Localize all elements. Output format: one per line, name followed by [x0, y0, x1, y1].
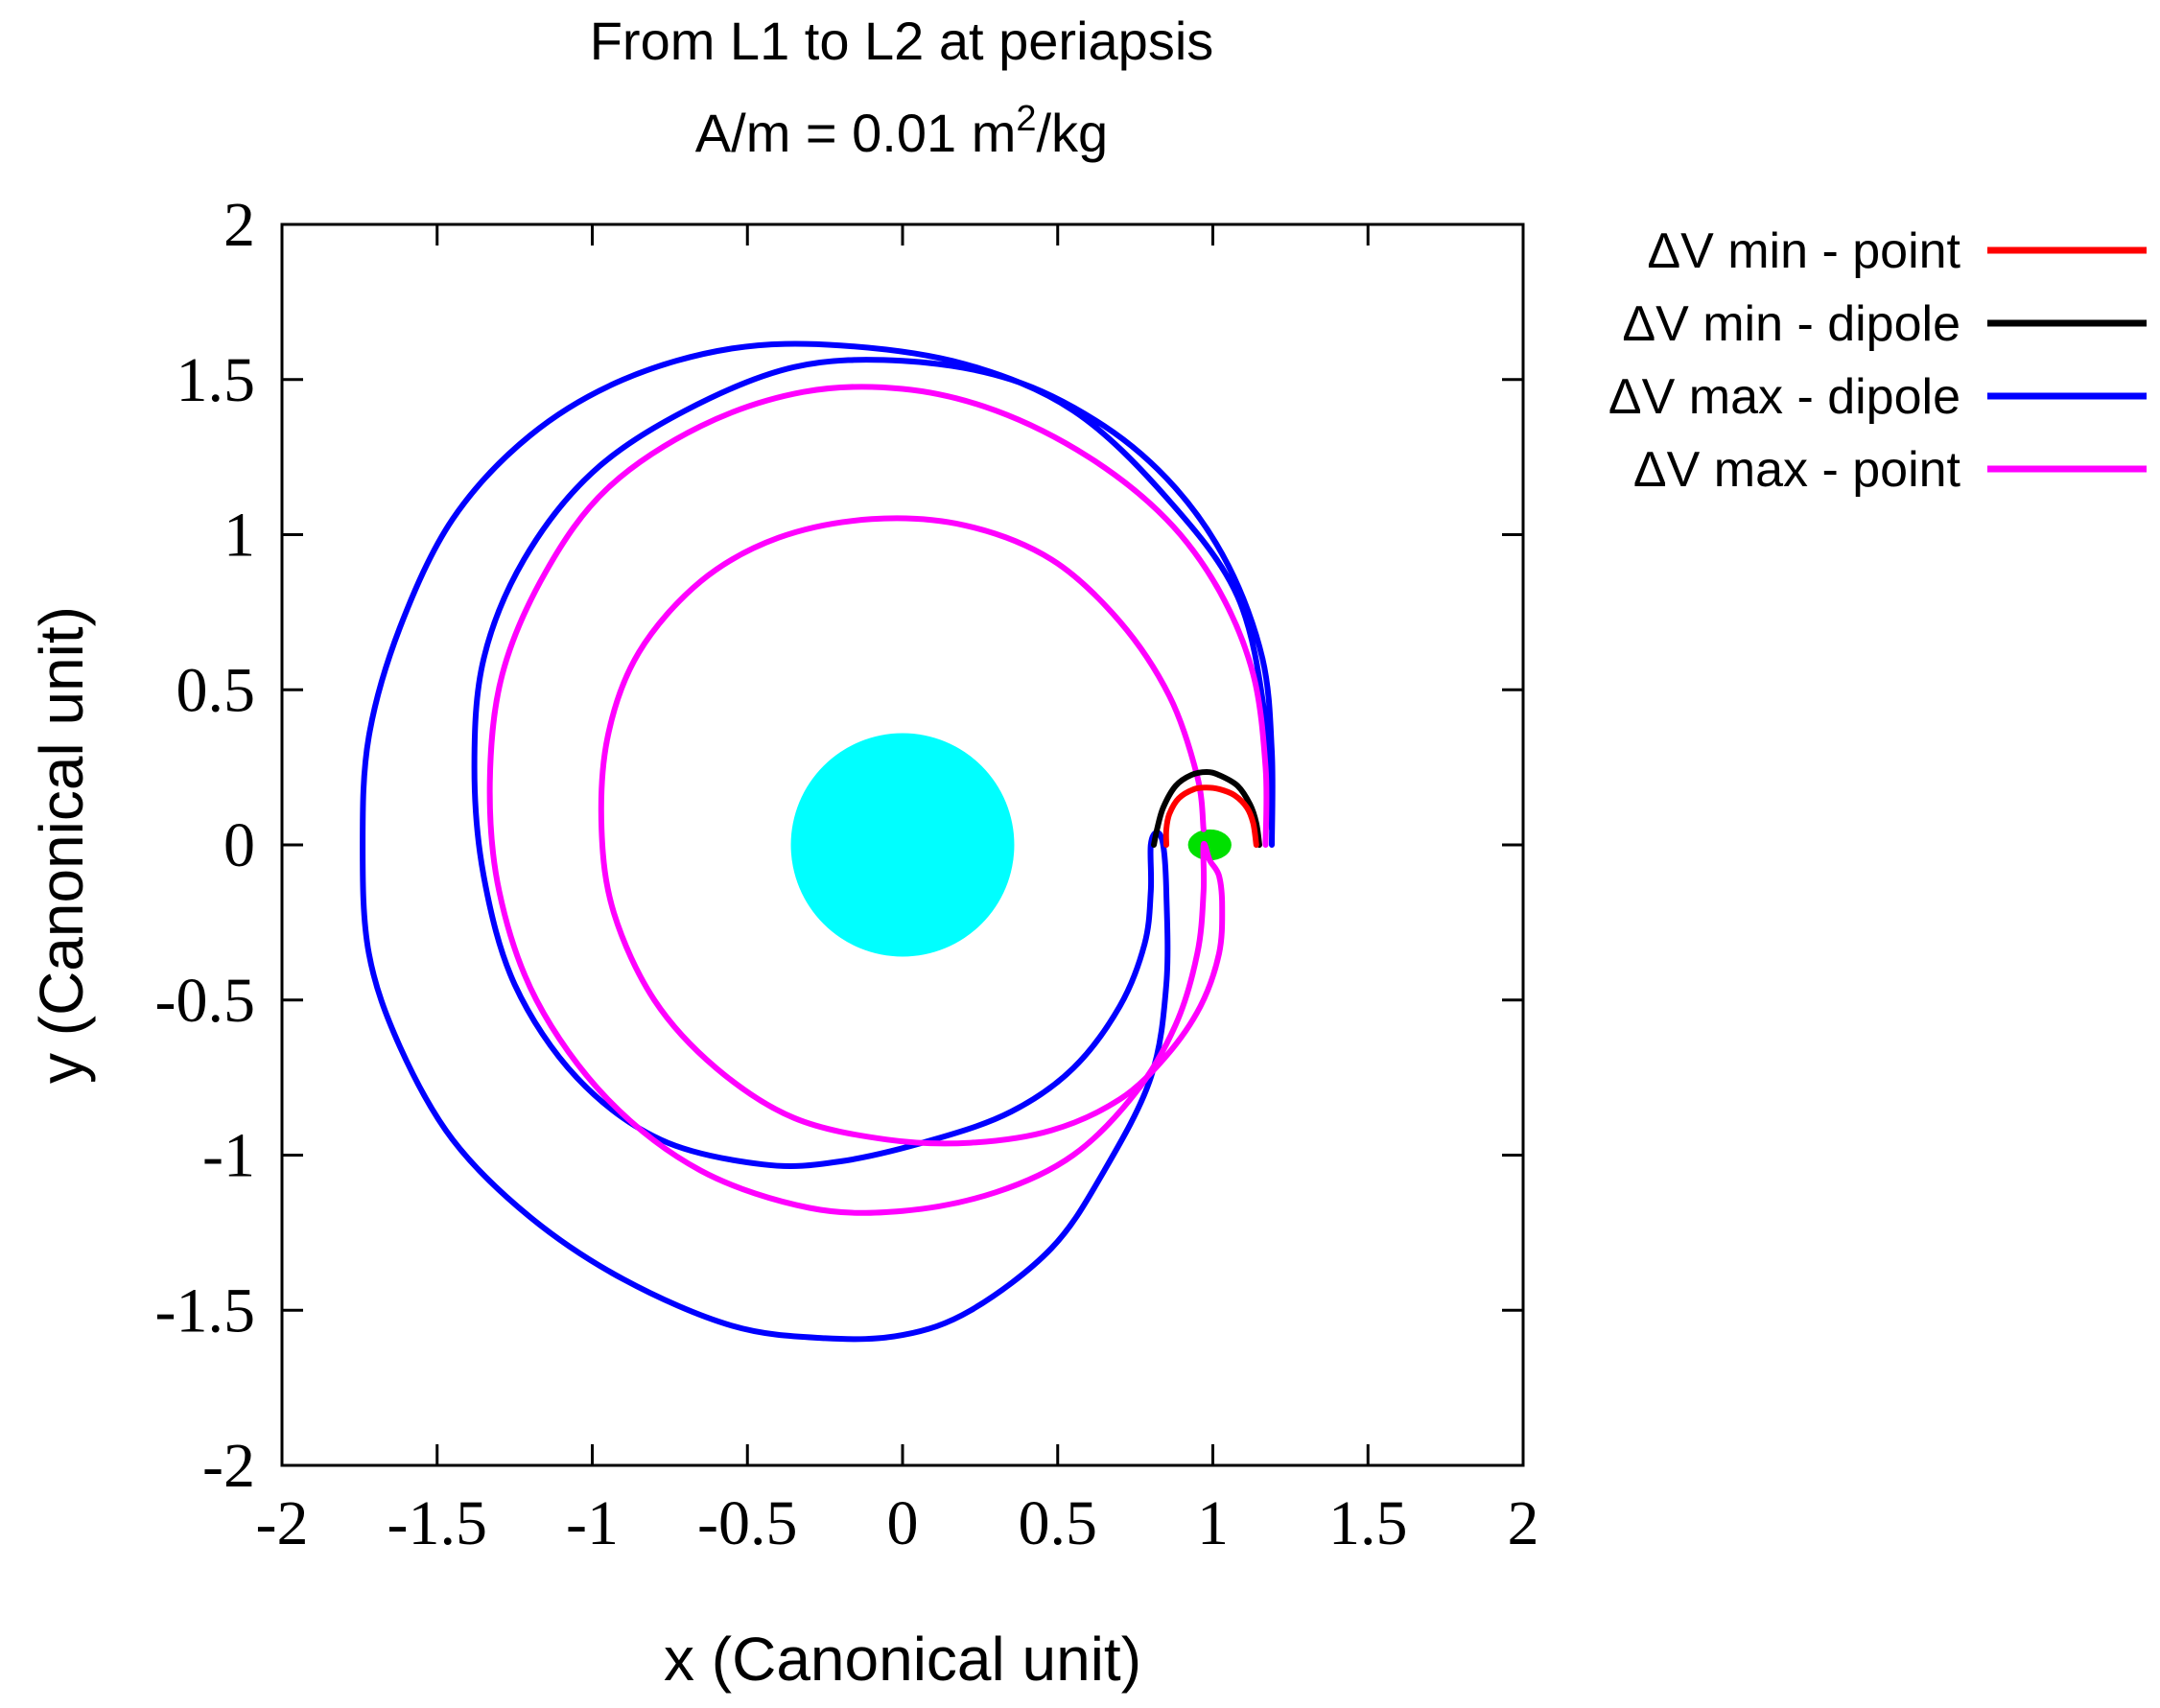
series-line-3: [486, 384, 1270, 1216]
x-tick-label: 1: [1197, 1488, 1229, 1558]
y-tick-label: 2: [223, 190, 255, 260]
chart-title-line1: From L1 to L2 at periapsis: [590, 11, 1214, 71]
y-tick-label: 1: [223, 501, 255, 571]
legend-label: ΔV min - dipole: [1622, 296, 1960, 352]
y-tick-label: -0.5: [155, 966, 255, 1036]
x-tick-label: 2: [1508, 1488, 1539, 1558]
legend-label: ΔV min - point: [1647, 223, 1960, 279]
legend: ΔV min - point ΔV min - dipole ΔV max - di…: [1608, 223, 2147, 498]
chart-title-line2-base: A/m = 0.01 m: [695, 103, 1017, 163]
plot-frame: [280, 222, 1525, 1467]
x-tick-label: -1.5: [387, 1488, 487, 1558]
legend-label: ΔV max - point: [1633, 442, 1961, 498]
body-primary: [790, 733, 1015, 957]
series-line-0: [1162, 784, 1259, 848]
y-tick-label: -1: [202, 1121, 255, 1191]
chart-title-line2: A/m = 0.01 m2/kg: [695, 99, 1108, 163]
y-axis-label: y (Canonical unit): [27, 606, 96, 1084]
y-tick-label: 0.5: [176, 655, 256, 725]
series-line-1: [1151, 769, 1262, 848]
series-line-2: [360, 340, 1276, 1343]
ticks-layer: -2 -1.5 -1 -0.5 0 0.5 1 1.5 2 2 1.5 1 0.5 0 -0.5 -1 -1.5…: [155, 190, 1539, 1558]
body-secondary: [1187, 829, 1232, 861]
legend-label: ΔV max - dipole: [1608, 369, 1960, 425]
x-tick-label: -1: [566, 1488, 619, 1558]
chart-title-line2-sup: 2: [1016, 99, 1036, 139]
y-tick-label: -1.5: [155, 1275, 255, 1345]
series-layer: [360, 340, 1276, 1343]
bodies-layer: [790, 733, 1232, 957]
x-tick-label: -0.5: [697, 1488, 797, 1558]
x-tick-label: 1.5: [1328, 1488, 1408, 1558]
y-tick-label: -2: [202, 1431, 255, 1501]
x-tick-label: -2: [256, 1488, 309, 1558]
y-tick-label: 1.5: [176, 345, 256, 415]
x-tick-label: 0.5: [1019, 1488, 1098, 1558]
y-tick-label: 0: [223, 810, 255, 880]
plot-area: -2 -1.5 -1 -0.5 0 0.5 1 1.5 2 2 1.5 1 0.5 0 -0.5 -1 -1.5…: [155, 190, 1539, 1558]
chart-title-line2-tail: /kg: [1037, 103, 1109, 163]
x-tick-label: 0: [887, 1488, 919, 1558]
x-axis-label: x (Canonical unit): [664, 1625, 1141, 1694]
